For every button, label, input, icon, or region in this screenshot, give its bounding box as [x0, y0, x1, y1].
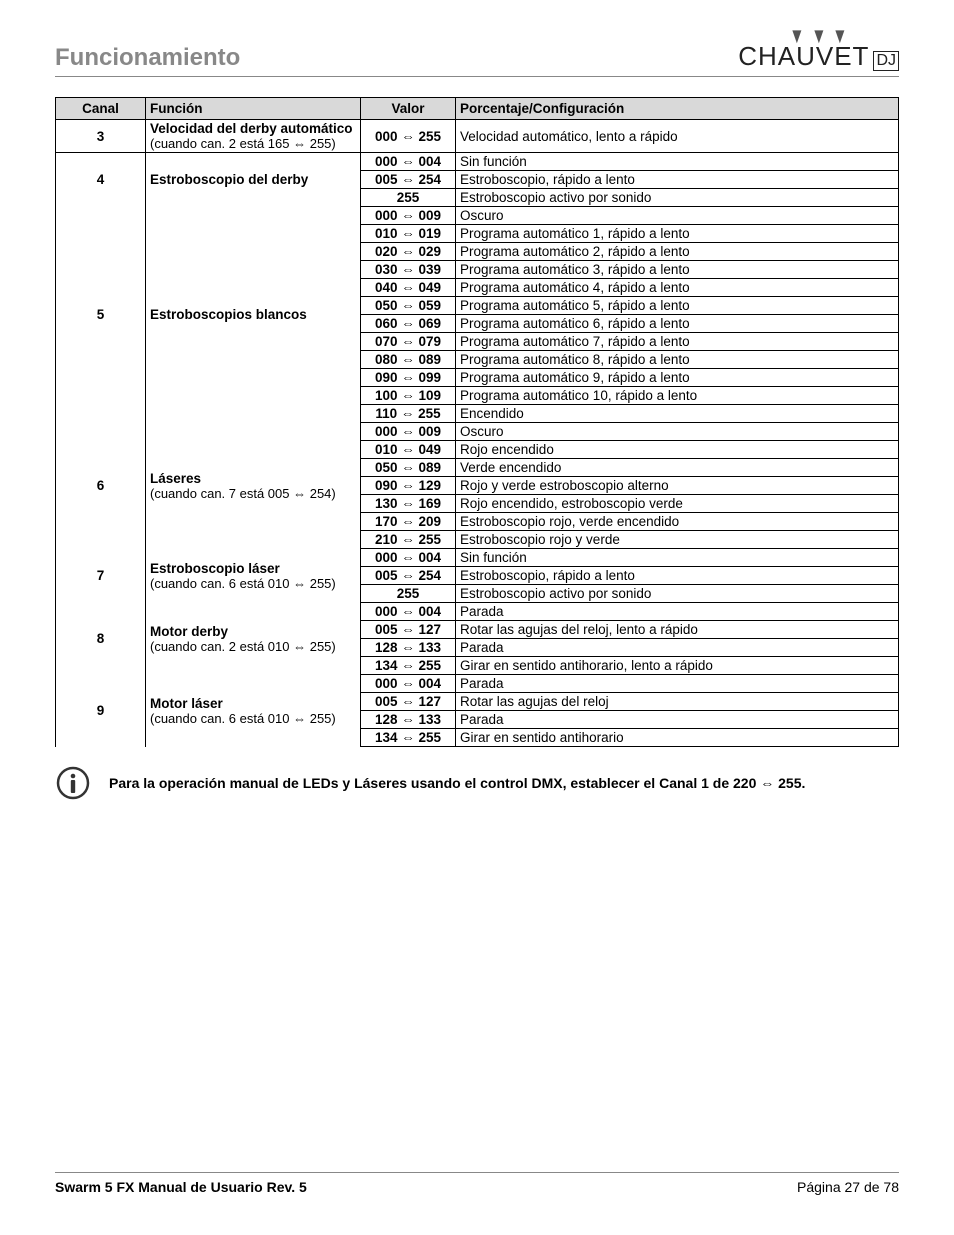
valor-cell: 020 ⇔ 029: [361, 243, 456, 261]
config-cell: Rotar las agujas del reloj: [456, 693, 899, 711]
config-cell: Oscuro: [456, 207, 899, 225]
config-cell: Programa automático 4, rápido a lento: [456, 279, 899, 297]
valor-cell: 000 ⇔ 009: [361, 207, 456, 225]
funcion-cell: Estroboscopio láser(cuando can. 6 está 0…: [146, 549, 361, 603]
valor-cell: 000 ⇔ 004: [361, 153, 456, 171]
page-header: Funcionamiento ▼▼▼ CHAUVET DJ: [55, 30, 899, 77]
config-cell: Estroboscopio rojo, verde encendido: [456, 513, 899, 531]
valor-cell: 010 ⇔ 019: [361, 225, 456, 243]
config-cell: Parada: [456, 675, 899, 693]
config-cell: Estroboscopio activo por sonido: [456, 585, 899, 603]
footer-left: Swarm 5 FX Manual de Usuario Rev. 5: [55, 1179, 307, 1195]
valor-cell: 050 ⇔ 059: [361, 297, 456, 315]
note-callout: Para la operación manual de LEDs y Láser…: [55, 765, 899, 801]
config-cell: Programa automático 8, rápido a lento: [456, 351, 899, 369]
valor-cell: 005 ⇔ 127: [361, 693, 456, 711]
valor-cell: 030 ⇔ 039: [361, 261, 456, 279]
info-icon: [55, 765, 91, 801]
logo-chevron-icon: ▼▼▼: [786, 30, 851, 41]
canal-cell: 8: [56, 603, 146, 675]
config-cell: Encendido: [456, 405, 899, 423]
config-cell: Verde encendido: [456, 459, 899, 477]
funcion-cell: Estroboscopio del derby: [146, 153, 361, 207]
valor-cell: 128 ⇔ 133: [361, 711, 456, 729]
config-cell: Rotar las agujas del reloj, lento a rápi…: [456, 621, 899, 639]
page-footer: Swarm 5 FX Manual de Usuario Rev. 5 Pági…: [55, 1172, 899, 1195]
valor-cell: 000 ⇔ 009: [361, 423, 456, 441]
canal-cell: 9: [56, 675, 146, 747]
config-cell: Girar en sentido antihorario: [456, 729, 899, 747]
th-valor: Valor: [361, 98, 456, 120]
config-cell: Sin función: [456, 549, 899, 567]
valor-cell: 000 ⇔ 255: [361, 120, 456, 153]
funcion-cell: Motor derby(cuando can. 2 está 010 ⇔ 255…: [146, 603, 361, 675]
config-cell: Parada: [456, 603, 899, 621]
th-config: Porcentaje/Configuración: [456, 98, 899, 120]
config-cell: Programa automático 3, rápido a lento: [456, 261, 899, 279]
config-cell: Rojo encendido: [456, 441, 899, 459]
logo-dj: DJ: [873, 51, 899, 71]
config-cell: Programa automático 9, rápido a lento: [456, 369, 899, 387]
valor-cell: 040 ⇔ 049: [361, 279, 456, 297]
valor-cell: 080 ⇔ 089: [361, 351, 456, 369]
valor-cell: 050 ⇔ 089: [361, 459, 456, 477]
valor-cell: 128 ⇔ 133: [361, 639, 456, 657]
config-cell: Oscuro: [456, 423, 899, 441]
valor-cell: 060 ⇔ 069: [361, 315, 456, 333]
config-cell: Estroboscopio rojo y verde: [456, 531, 899, 549]
brand-logo: ▼▼▼ CHAUVET DJ: [738, 30, 899, 72]
config-cell: Velocidad automático, lento a rápido: [456, 120, 899, 153]
valor-cell: 010 ⇔ 049: [361, 441, 456, 459]
funcion-cell: Estroboscopios blancos: [146, 207, 361, 423]
funcion-cell: Velocidad del derby automático(cuando ca…: [146, 120, 361, 153]
valor-cell: 255: [361, 585, 456, 603]
config-cell: Estroboscopio activo por sonido: [456, 189, 899, 207]
canal-cell: 5: [56, 207, 146, 423]
valor-cell: 005 ⇔ 127: [361, 621, 456, 639]
config-cell: Girar en sentido antihorario, lento a rá…: [456, 657, 899, 675]
valor-cell: 134 ⇔ 255: [361, 729, 456, 747]
valor-cell: 130 ⇔ 169: [361, 495, 456, 513]
valor-cell: 090 ⇔ 099: [361, 369, 456, 387]
config-cell: Parada: [456, 639, 899, 657]
config-cell: Programa automático 1, rápido a lento: [456, 225, 899, 243]
valor-cell: 005 ⇔ 254: [361, 567, 456, 585]
config-cell: Programa automático 6, rápido a lento: [456, 315, 899, 333]
funcion-cell: Láseres(cuando can. 7 está 005 ⇔ 254): [146, 423, 361, 549]
config-cell: Programa automático 5, rápido a lento: [456, 297, 899, 315]
config-cell: Estroboscopio, rápido a lento: [456, 171, 899, 189]
valor-cell: 005 ⇔ 254: [361, 171, 456, 189]
dmx-table: CanalFunciónValorPorcentaje/Configuració…: [55, 97, 899, 747]
funcion-cell: Motor láser(cuando can. 6 está 010 ⇔ 255…: [146, 675, 361, 747]
valor-cell: 000 ⇔ 004: [361, 549, 456, 567]
config-cell: Programa automático 10, rápido a lento: [456, 387, 899, 405]
th-canal: Canal: [56, 98, 146, 120]
section-title: Funcionamiento: [55, 44, 240, 72]
valor-cell: 000 ⇔ 004: [361, 603, 456, 621]
config-cell: Programa automático 7, rápido a lento: [456, 333, 899, 351]
valor-cell: 210 ⇔ 255: [361, 531, 456, 549]
valor-cell: 100 ⇔ 109: [361, 387, 456, 405]
canal-cell: 7: [56, 549, 146, 603]
valor-cell: 070 ⇔ 079: [361, 333, 456, 351]
valor-cell: 170 ⇔ 209: [361, 513, 456, 531]
th-funcion: Función: [146, 98, 361, 120]
config-cell: Programa automático 2, rápido a lento: [456, 243, 899, 261]
config-cell: Estroboscopio, rápido a lento: [456, 567, 899, 585]
canal-cell: 6: [56, 423, 146, 549]
valor-cell: 134 ⇔ 255: [361, 657, 456, 675]
config-cell: Parada: [456, 711, 899, 729]
note-text: Para la operación manual de LEDs y Láser…: [109, 774, 805, 793]
valor-cell: 255: [361, 189, 456, 207]
valor-cell: 090 ⇔ 129: [361, 477, 456, 495]
valor-cell: 110 ⇔ 255: [361, 405, 456, 423]
config-cell: Rojo y verde estroboscopio alterno: [456, 477, 899, 495]
canal-cell: 4: [56, 153, 146, 207]
valor-cell: 000 ⇔ 004: [361, 675, 456, 693]
canal-cell: 3: [56, 120, 146, 153]
config-cell: Sin función: [456, 153, 899, 171]
footer-right: Página 27 de 78: [797, 1179, 899, 1195]
config-cell: Rojo encendido, estroboscopio verde: [456, 495, 899, 513]
